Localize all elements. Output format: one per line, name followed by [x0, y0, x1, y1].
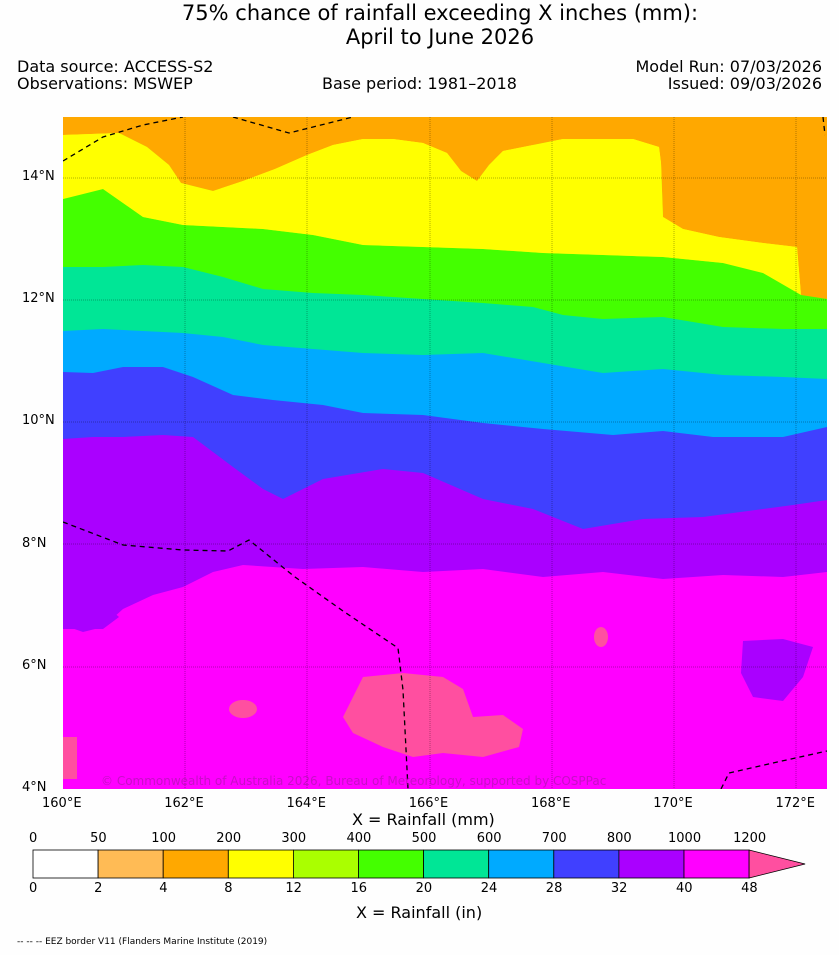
yellow-between — [63, 133, 801, 295]
colorbar-mm-tick: 1200 — [733, 831, 767, 846]
eez-border-north — [63, 117, 184, 162]
colorbar-segment — [423, 849, 490, 879]
colorbar-mm-tick: 300 — [281, 831, 307, 846]
colorbar-mm-tick: 100 — [151, 831, 177, 846]
colorbar-in-tick: 2 — [94, 881, 103, 896]
lat-tick-label: 10°N — [22, 413, 55, 429]
colorbar — [32, 849, 806, 879]
colorbar-mm-tick: 50 — [90, 831, 107, 846]
colorbar-mm-tick: 700 — [541, 831, 567, 846]
lon-tick-label: 166°E — [408, 796, 449, 811]
eez-border-north-2 — [232, 117, 354, 134]
colorbar-mm-tick: 0 — [29, 831, 38, 846]
colorbar-mm-tick: 500 — [411, 831, 437, 846]
lon-tick-label: 168°E — [530, 796, 571, 811]
purple-patch-west — [63, 603, 119, 629]
model-run-label: Model Run: 07/03/2026 — [635, 57, 823, 76]
colorbar-mm-tick: 600 — [476, 831, 502, 846]
colorbar-in-tick: 8 — [224, 881, 233, 896]
orange-top-final — [63, 117, 827, 299]
lat-tick-label: 12°N — [22, 291, 55, 307]
lon-tick-label: 172°E — [775, 796, 815, 811]
lat-tick-label: 14°N — [22, 169, 55, 185]
map-xlabel: X = Rainfall (mm) — [352, 810, 495, 829]
colorbar-mm-tick: 800 — [606, 831, 632, 846]
colorbar-segment — [292, 849, 359, 879]
colorbar-segment — [32, 849, 99, 879]
lat-tick-label: 8°N — [22, 535, 47, 551]
observations-label: Observations: MSWEP — [17, 74, 193, 93]
lat-tick-label: 4°N — [22, 780, 47, 795]
colorbar-xlabel: X = Rainfall (in) — [356, 903, 483, 922]
colorbar-segment — [683, 849, 750, 879]
eez-border-east — [822, 117, 826, 136]
colorbar-segment — [488, 849, 555, 879]
title-line-2: April to June 2026 — [345, 25, 535, 49]
colorbar-segment — [162, 849, 229, 879]
copyright-notice: © Commonwealth of Australia 2026, Bureau… — [101, 774, 606, 788]
colorbar-segment — [358, 849, 424, 879]
colorbar-in-tick: 16 — [350, 881, 368, 896]
colorbar-segment — [618, 849, 685, 879]
purple-patch-east — [741, 639, 813, 701]
lon-tick-label: 164°E — [286, 796, 326, 811]
colorbar-segment — [227, 849, 294, 879]
colorbar-in-tick: 48 — [741, 881, 758, 896]
colorbar-in-tick: 12 — [285, 881, 302, 896]
issued-label: Issued: 09/03/2026 — [667, 74, 822, 93]
rainfall-map: © Commonwealth of Australia 2026, Bureau… — [63, 117, 827, 789]
colorbar-segment — [97, 849, 164, 879]
title-line-1: 75% chance of rainfall exceeding X inche… — [181, 1, 699, 25]
colorbar-in-tick: 0 — [29, 881, 38, 896]
colorbar-in-tick: 32 — [610, 881, 628, 896]
colorbar-extend-arrow — [748, 849, 806, 879]
pink-patch-east — [594, 627, 608, 647]
colorbar-mm-tick: 200 — [216, 831, 242, 846]
colorbar-segment — [553, 849, 620, 879]
lon-tick-label: 162°E — [164, 796, 204, 811]
lon-tick-label: 160°E — [42, 796, 82, 811]
pink-patch-west — [229, 700, 257, 718]
data-source-label: Data source: ACCESS-S2 — [17, 57, 214, 76]
eez-footnote: -- -- -- EEZ border V11 (Flanders Marine… — [17, 937, 268, 947]
eez-border-south — [63, 521, 409, 789]
pink-patch-edge — [63, 737, 77, 779]
lon-tick-label: 170°E — [653, 796, 693, 811]
colorbar-in-tick: 20 — [415, 881, 433, 896]
colorbar-in-tick: 4 — [159, 881, 168, 896]
eez-border-southeast — [720, 750, 827, 789]
colorbar-in-tick: 24 — [480, 881, 498, 896]
colorbar-mm-tick: 400 — [346, 831, 372, 846]
colorbar-in-tick: 28 — [545, 881, 563, 896]
base-period-label: Base period: 1981–2018 — [322, 74, 517, 93]
colorbar-in-tick: 40 — [676, 881, 693, 896]
lat-tick-label: 6°N — [22, 657, 47, 673]
graticule — [63, 117, 827, 789]
colorbar-mm-tick: 1000 — [668, 831, 702, 846]
pink-patch-central — [343, 673, 523, 757]
eez-borders — [63, 117, 827, 789]
